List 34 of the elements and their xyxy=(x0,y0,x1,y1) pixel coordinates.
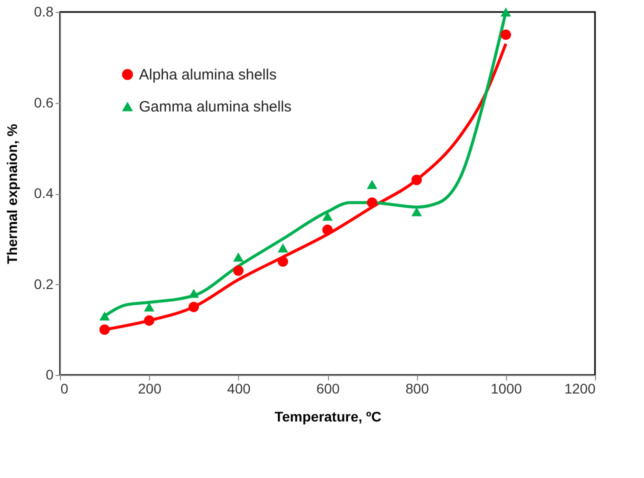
point xyxy=(188,302,199,312)
point xyxy=(500,7,512,17)
point xyxy=(366,180,378,189)
y-tick-label: 0.8 xyxy=(34,4,54,20)
point xyxy=(99,324,110,335)
x-axis-title: Temperature, ºC xyxy=(274,408,382,424)
point xyxy=(144,315,154,326)
y-tick-label: 0.6 xyxy=(34,94,54,110)
point xyxy=(278,243,288,252)
point xyxy=(233,265,244,276)
point xyxy=(233,252,244,262)
point xyxy=(322,224,333,236)
point xyxy=(99,311,110,321)
y-tick-label: 0.2 xyxy=(34,276,54,292)
point xyxy=(366,197,378,208)
point xyxy=(411,207,422,216)
x-tick-label: 0 xyxy=(60,380,68,396)
x-tick-label: 1000 xyxy=(490,380,522,396)
y-axis-title: Thermal expnaion, % xyxy=(4,123,20,264)
legend-label: Alpha alumina shells xyxy=(139,66,277,84)
legend-label: Gamma alumina shells xyxy=(139,98,292,116)
point xyxy=(278,256,288,267)
point xyxy=(144,302,154,312)
y-tick-label: 0 xyxy=(46,366,54,382)
y-tick-label: 0.4 xyxy=(34,185,54,201)
point xyxy=(188,288,199,298)
x-tick-label: 400 xyxy=(227,380,251,396)
point xyxy=(411,174,422,186)
x-tick-label: 1200 xyxy=(564,380,596,396)
x-tick-label: 600 xyxy=(316,380,340,396)
x-tick-label: 200 xyxy=(138,380,162,396)
point xyxy=(322,212,333,221)
point xyxy=(500,29,512,40)
x-tick-label: 800 xyxy=(405,380,430,396)
